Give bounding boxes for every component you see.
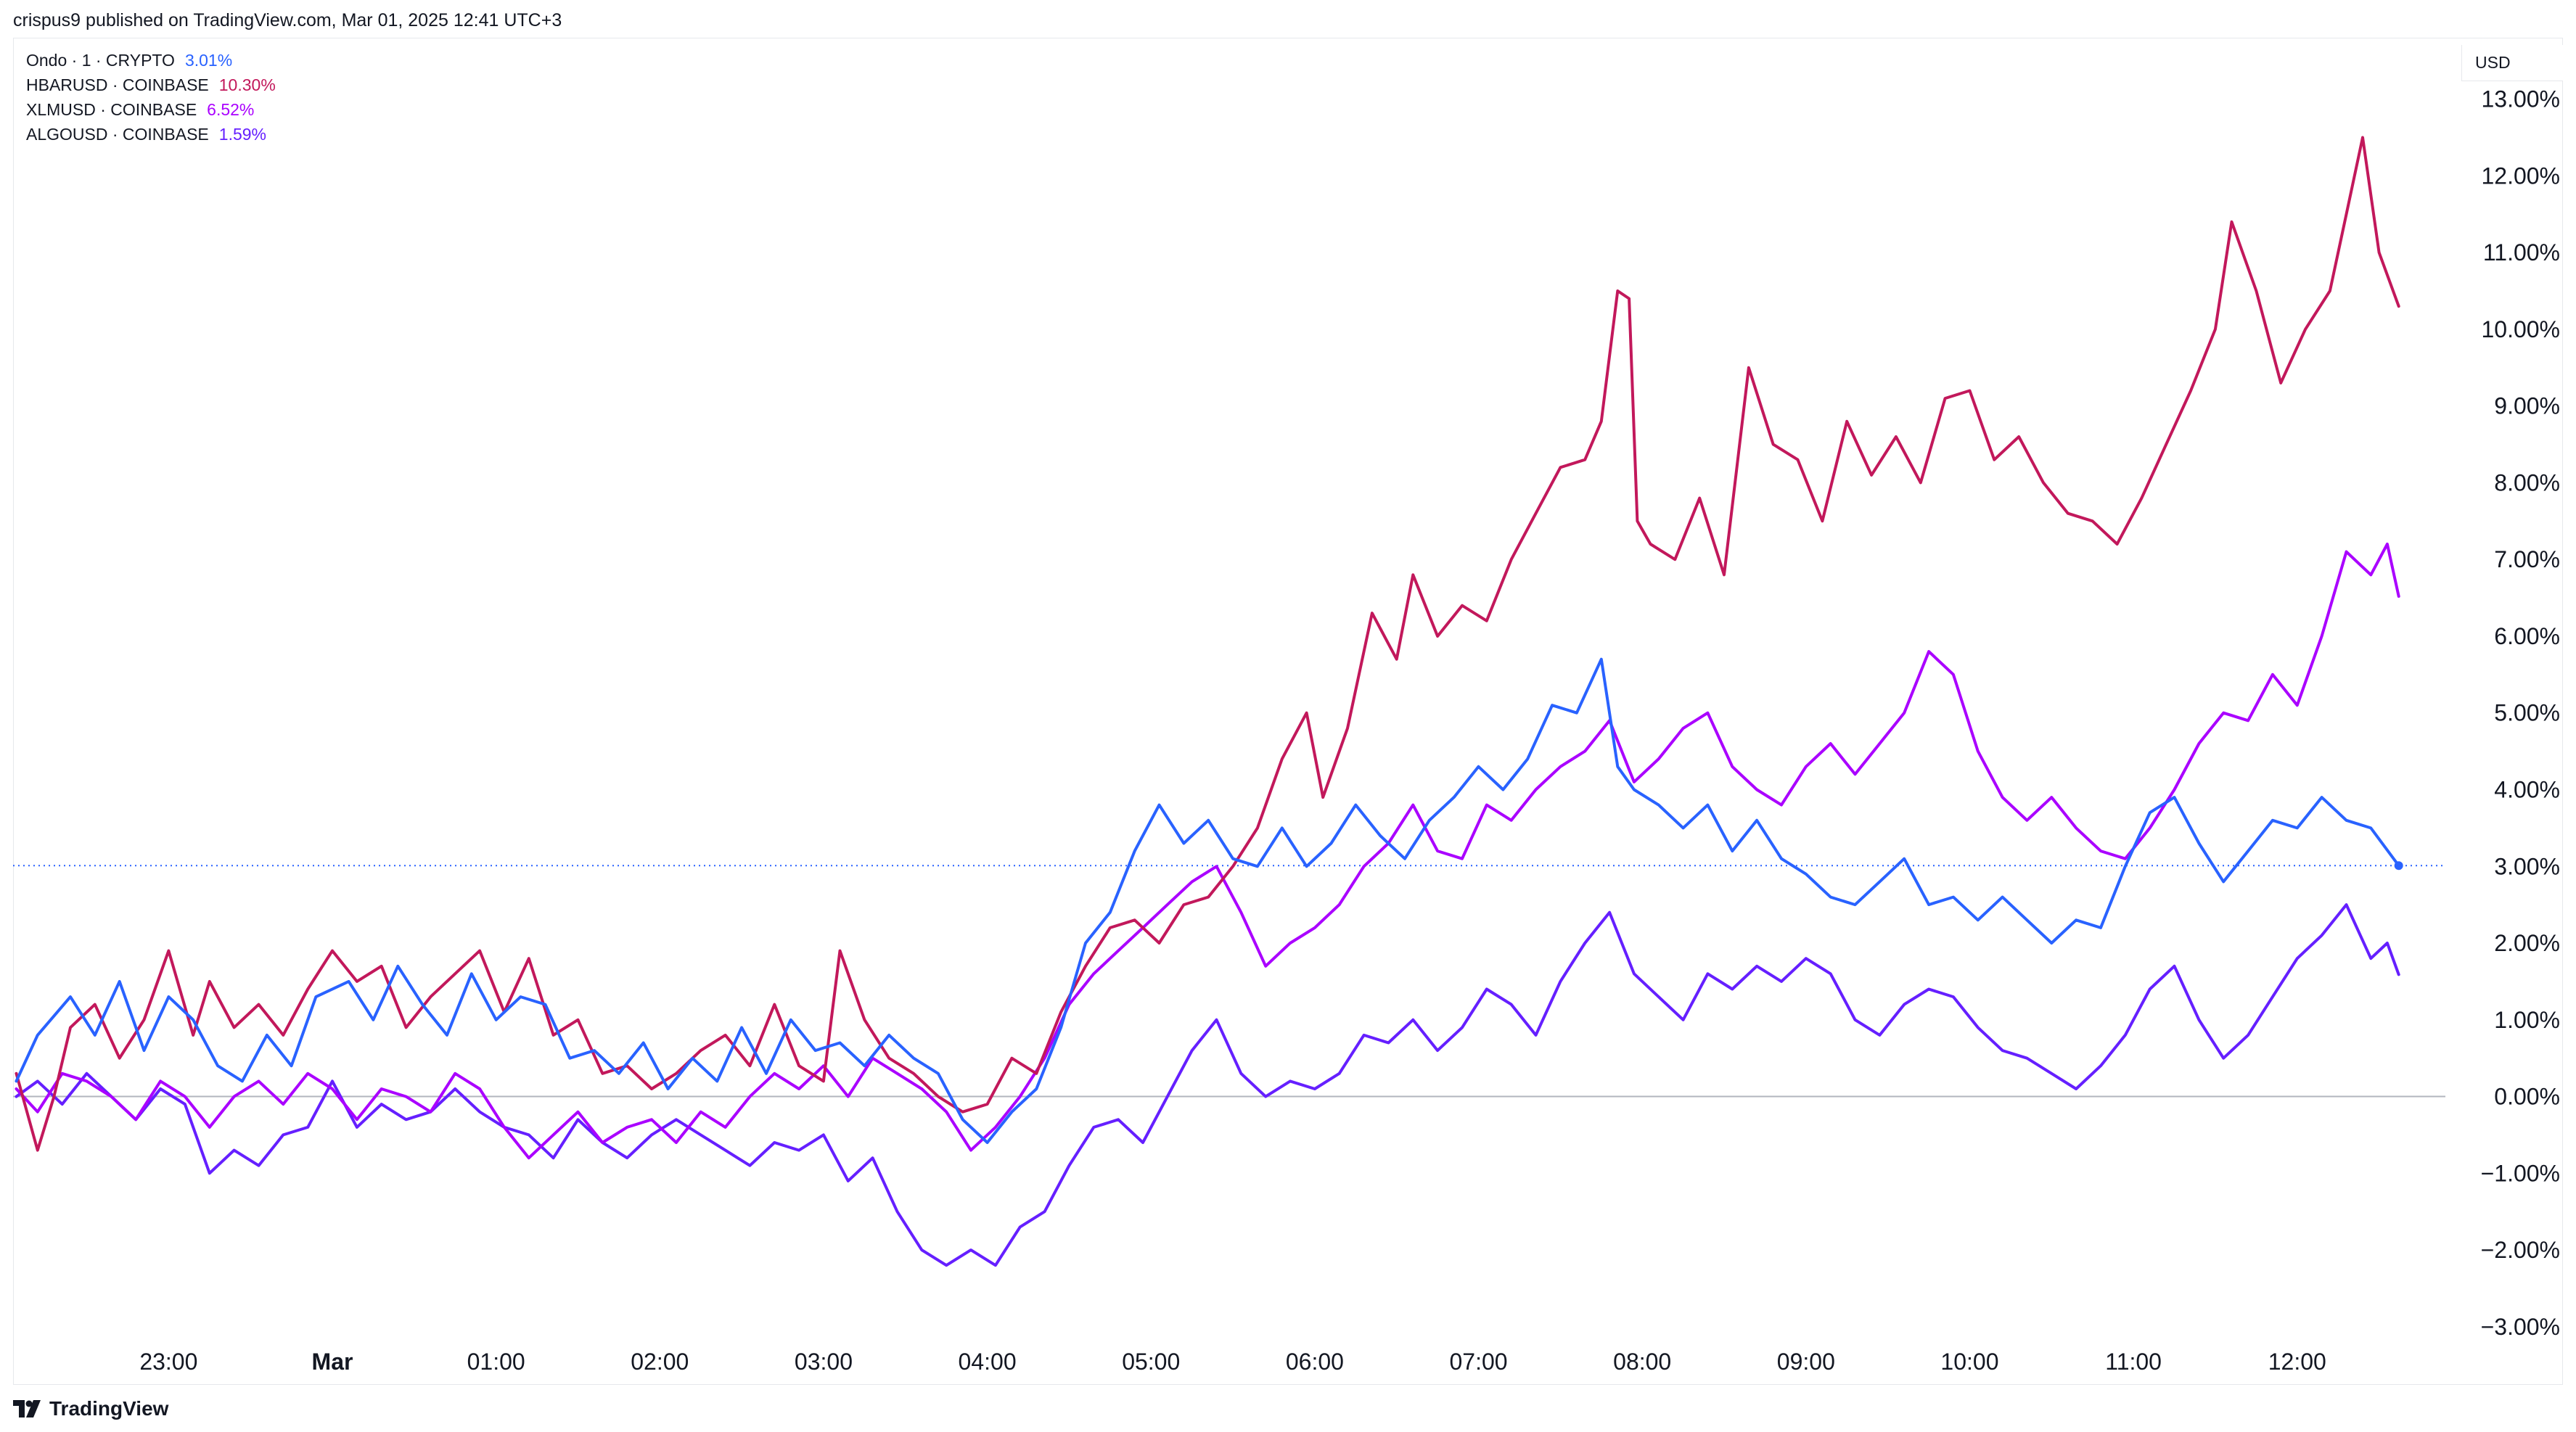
series-line xyxy=(15,657,2400,1144)
x-axis-tick-label: 02:00 xyxy=(631,1349,689,1375)
y-axis-tick-label: 1.00% xyxy=(2494,1007,2560,1033)
legend-series-name: HBARUSD · COINBASE xyxy=(26,75,209,94)
legend: Ondo · 1 · CRYPTO 3.01% HBARUSD · COINBA… xyxy=(26,48,276,147)
legend-item[interactable]: HBARUSD · COINBASE 10.30% xyxy=(26,73,276,97)
x-axis-tick-label: 23:00 xyxy=(139,1349,197,1375)
legend-series-name: XLMUSD · COINBASE xyxy=(26,100,197,119)
tradingview-wordmark: TradingView xyxy=(49,1397,169,1420)
tradingview-mark-icon xyxy=(13,1400,41,1417)
y-axis-tick-label: −1.00% xyxy=(2481,1160,2560,1186)
currency-unit-button[interactable]: USD xyxy=(2461,45,2563,81)
x-axis-tick-label: 06:00 xyxy=(1286,1349,1344,1375)
x-axis-tick-label: 07:00 xyxy=(1449,1349,1507,1375)
publisher-header: crispus9 published on TradingView.com, M… xyxy=(13,10,562,30)
y-axis-tick-label: 9.00% xyxy=(2494,393,2560,419)
y-axis-tick-label: 5.00% xyxy=(2494,700,2560,726)
y-axis-tick-label: 10.00% xyxy=(2481,316,2560,342)
legend-item[interactable]: ALGOUSD · COINBASE 1.59% xyxy=(26,122,276,147)
x-axis-tick-label: 05:00 xyxy=(1122,1349,1180,1375)
y-axis-tick-label: 4.00% xyxy=(2494,776,2560,802)
legend-item[interactable]: XLMUSD · COINBASE 6.52% xyxy=(26,97,276,122)
y-axis-tick-label: 8.00% xyxy=(2494,469,2560,495)
y-axis-tick-label: 7.00% xyxy=(2494,546,2560,572)
legend-series-value: 3.01% xyxy=(184,51,233,70)
series-end-marker xyxy=(2394,861,2403,871)
legend-item[interactable]: Ondo · 1 · CRYPTO 3.01% xyxy=(26,48,276,73)
x-axis-tick-label: 12:00 xyxy=(2268,1349,2326,1375)
y-axis-tick-label: 11.00% xyxy=(2483,239,2560,266)
x-axis-tick-label: 11:00 xyxy=(2105,1349,2162,1375)
x-axis-tick-label: 08:00 xyxy=(1613,1349,1671,1375)
x-axis-tick-label: 09:00 xyxy=(1777,1349,1835,1375)
legend-series-name: ALGOUSD · COINBASE xyxy=(26,125,209,144)
x-axis-tick-label: 01:00 xyxy=(467,1349,525,1375)
x-axis-tick-label: 04:00 xyxy=(959,1349,1017,1375)
series-line xyxy=(15,903,2400,1267)
y-axis-tick-label: −3.00% xyxy=(2481,1314,2560,1340)
x-axis-tick-label: 03:00 xyxy=(795,1349,853,1375)
y-axis-tick-label: 13.00% xyxy=(2481,86,2560,112)
y-axis-tick-label: 6.00% xyxy=(2494,623,2560,649)
y-axis-tick-label: −2.00% xyxy=(2481,1237,2560,1263)
series-line xyxy=(15,543,2400,1160)
chart-area[interactable] xyxy=(13,38,2563,1385)
series-line xyxy=(15,136,2400,1152)
y-axis-tick-label: 3.00% xyxy=(2494,853,2560,879)
x-axis-tick-label: 10:00 xyxy=(1940,1349,1998,1375)
y-axis-tick-label: 0.00% xyxy=(2494,1084,2560,1110)
y-axis-tick-label: 12.00% xyxy=(2481,162,2560,189)
legend-series-value: 10.30% xyxy=(218,75,276,94)
legend-series-value: 1.59% xyxy=(218,125,266,144)
x-axis-tick-label: Mar xyxy=(312,1349,353,1375)
y-axis-tick-label: 2.00% xyxy=(2494,930,2560,956)
legend-series-name: Ondo · 1 · CRYPTO xyxy=(26,51,175,70)
legend-series-value: 6.52% xyxy=(207,100,255,119)
tradingview-logo[interactable]: TradingView xyxy=(13,1397,168,1420)
